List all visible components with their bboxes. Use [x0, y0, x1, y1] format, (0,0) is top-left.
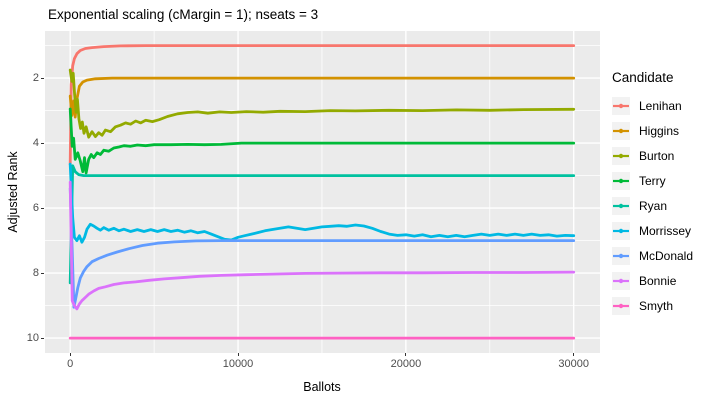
legend-key-swatch: [612, 272, 630, 290]
legend-label: Burton: [639, 149, 675, 163]
series-line-terry: [68, 107, 576, 175]
legend-label: Bonnie: [639, 274, 677, 288]
y-tick-mark: [41, 142, 44, 144]
legend-key-glyph: [613, 303, 629, 309]
legend-key-swatch: [612, 172, 630, 190]
y-tick-label: 6: [32, 201, 39, 214]
legend-key-swatch: [612, 97, 630, 115]
legend-item-mcdonald: McDonald: [612, 247, 693, 265]
series-line-ryan: [68, 164, 576, 285]
legend-label: Lenihan: [639, 99, 682, 113]
legend-label: Morrissey: [639, 224, 692, 238]
x-tick-label: 10000: [222, 358, 254, 370]
y-tick-mark: [41, 77, 44, 79]
y-tick-mark: [41, 272, 44, 274]
legend-item-bonnie: Bonnie: [612, 272, 693, 290]
legend-label: Higgins: [639, 124, 680, 138]
chart-title: Exponential scaling (cMargin = 1); nseat…: [48, 7, 319, 22]
legend-label: Ryan: [639, 199, 668, 213]
legend-key-glyph: [613, 103, 629, 109]
series-line-bonnie: [68, 180, 576, 311]
x-tick-mark: [405, 353, 407, 356]
legend-item-lenihan: Lenihan: [612, 97, 693, 115]
x-tick-mark: [573, 353, 575, 356]
legend: Candidate Lenihan Higgins Burton Terry Ryan M…: [612, 70, 693, 322]
y-tick-mark: [41, 337, 44, 339]
y-axis-title: Adjusted Rank: [6, 151, 20, 233]
x-tick-label: 30000: [558, 358, 589, 370]
legend-item-smyth: Smyth: [612, 297, 693, 315]
legend-key-glyph: [613, 153, 629, 159]
series-line-mcdonald: [68, 187, 576, 309]
legend-item-burton: Burton: [612, 147, 693, 165]
series-line-morrissey: [68, 162, 576, 244]
legend-key-glyph: [613, 128, 629, 134]
legend-key-swatch: [612, 222, 630, 240]
plot-canvas: [45, 31, 600, 353]
legend-key-glyph: [613, 178, 629, 184]
legend-key-swatch: [612, 297, 630, 315]
legend-label: Smyth: [639, 299, 674, 313]
x-tick-label: 0: [67, 358, 74, 370]
legend-key-swatch: [612, 122, 630, 140]
legend-label: Terry: [639, 174, 666, 188]
legend-item-higgins: Higgins: [612, 122, 693, 140]
x-tick-label: 20000: [390, 358, 422, 370]
legend-item-morrissey: Morrissey: [612, 222, 693, 240]
legend-item-terry: Terry: [612, 172, 693, 190]
legend-key-glyph: [613, 253, 629, 259]
legend-key-glyph: [613, 228, 629, 234]
legend-key-glyph: [613, 278, 629, 284]
legend-title: Candidate: [612, 70, 674, 85]
x-tick-mark: [237, 353, 239, 356]
y-tick-mark: [41, 207, 44, 209]
plot-panel: [45, 31, 600, 353]
y-tick-label: 2: [32, 71, 39, 84]
series-line-burton: [68, 68, 576, 139]
series-line-lenihan: [68, 44, 576, 166]
legend-item-list: Lenihan Higgins Burton Terry Ryan Morrissey Mc…: [612, 97, 693, 315]
legend-key-swatch: [612, 147, 630, 165]
series-line-higgins: [68, 76, 576, 119]
legend-key-swatch: [612, 197, 630, 215]
legend-key-swatch: [612, 247, 630, 265]
y-tick-label: 10: [26, 331, 39, 344]
x-axis-title: Ballots: [303, 380, 341, 394]
legend-label: McDonald: [639, 249, 694, 263]
x-tick-mark: [69, 353, 71, 356]
panel-background: [45, 31, 600, 353]
legend-item-ryan: Ryan: [612, 197, 693, 215]
y-tick-label: 4: [32, 136, 39, 149]
legend-key-glyph: [613, 203, 629, 209]
y-tick-label: 8: [32, 266, 39, 279]
